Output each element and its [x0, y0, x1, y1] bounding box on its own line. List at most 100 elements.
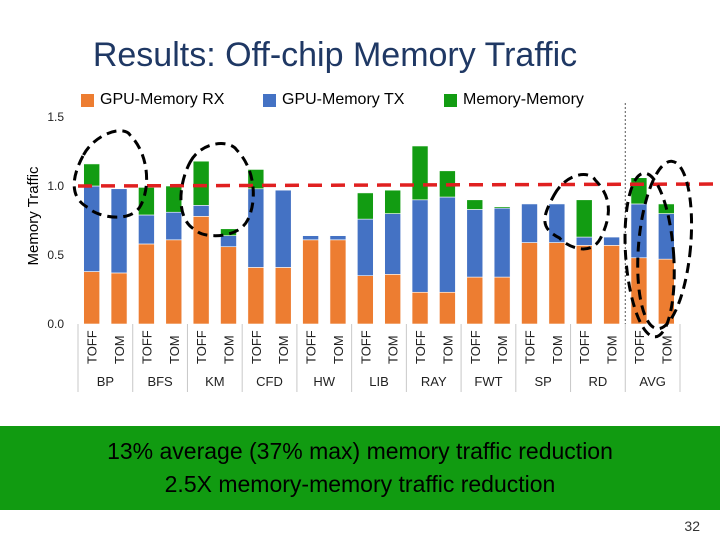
chart-legend: GPU-Memory RX GPU-Memory TX Memory-Memor…	[75, 91, 635, 111]
bar-segment-tx	[575, 236, 593, 246]
y-tick-label: 0.5	[47, 248, 64, 262]
bar-segment-tx	[329, 235, 347, 241]
bar-segment-mm	[411, 145, 429, 201]
bar-segment-tx	[493, 207, 511, 278]
bar-segment-rx	[220, 246, 237, 325]
group-label: FWT	[474, 374, 502, 389]
y-tick-label: 1.0	[47, 179, 64, 193]
x-sub-label: TOFF	[523, 330, 538, 364]
legend-item-tx: GPU-Memory TX	[263, 91, 404, 109]
y-tick-label: 0.0	[47, 317, 64, 331]
legend-label-tx: GPU-Memory TX	[282, 91, 405, 108]
bar-segment-rx	[357, 275, 374, 325]
group-label: CFD	[256, 374, 283, 389]
slide-title: Results: Off-chip Memory Traffic	[92, 36, 578, 74]
bar-segment-rx	[274, 267, 292, 325]
x-sub-label: TOFF	[304, 330, 319, 364]
bar-segment-rx	[302, 239, 319, 325]
x-sub-label: TOM	[550, 335, 565, 364]
legend-item-mm: Memory-Memory	[444, 91, 584, 109]
bar-segment-tx	[411, 199, 429, 293]
bar-segment-rx	[138, 243, 155, 325]
highlight-circle	[72, 129, 149, 219]
x-sub-label: TOM	[112, 335, 127, 364]
slide-number: 32	[684, 518, 700, 534]
bar-segment-tx	[110, 188, 128, 274]
x-sub-label: TOM	[386, 335, 401, 364]
legend-label-mm: Memory-Memory	[463, 91, 584, 108]
group-label: HW	[313, 374, 335, 389]
bar-segment-mm	[384, 189, 401, 214]
bar-segment-tx	[466, 209, 484, 278]
bar-segment-tx	[247, 188, 265, 268]
bar-segment-rx	[83, 271, 100, 325]
group-label: AVG	[639, 374, 666, 389]
bar-segment-mm	[630, 177, 648, 205]
bar-segment-tx	[384, 213, 401, 275]
bar-segment-mm	[493, 206, 511, 209]
x-sub-label: TOM	[276, 335, 291, 364]
x-sub-label: TOFF	[358, 330, 373, 364]
bar-segment-tx	[548, 203, 566, 243]
bar-segment-mm	[83, 163, 100, 187]
y-tick-label: 1.5	[47, 110, 64, 124]
bar-segment-tx	[192, 205, 210, 217]
bar-segment-tx	[274, 189, 292, 268]
bar-segment-tx	[302, 235, 319, 241]
bar-segment-tx	[83, 185, 100, 272]
bar-segment-tx	[439, 196, 456, 293]
legend-label-rx: GPU-Memory RX	[100, 91, 225, 108]
bar-segment-tx	[603, 236, 620, 246]
highlight-circle	[179, 142, 255, 238]
banner-line-2: 2.5X memory-memory traffic reduction	[164, 471, 556, 497]
bar-segment-rx	[384, 274, 401, 325]
bar-segment-rx	[493, 276, 511, 325]
x-sub-label: TOFF	[194, 330, 209, 364]
bar-segment-rx	[247, 267, 265, 325]
group-label: RAY	[421, 374, 447, 389]
reference-line	[77, 182, 720, 188]
summary-banner: 13% average (37% max) memory traffic red…	[0, 426, 720, 510]
x-sub-label: TOFF	[468, 330, 483, 364]
bar-segment-rx	[329, 239, 347, 325]
banner-line-1: 13% average (37% max) memory traffic red…	[107, 438, 613, 464]
x-sub-label: TOM	[331, 335, 346, 364]
group-label: KM	[205, 374, 225, 389]
legend-swatch-tx	[263, 93, 276, 107]
group-label: SP	[535, 374, 552, 389]
bar-segment-tx	[521, 203, 538, 243]
bar-segment-rx	[603, 245, 620, 325]
x-sub-label: TOFF	[577, 330, 592, 364]
bar-segment-mm	[165, 185, 183, 213]
bar-segment-tx	[357, 218, 374, 276]
x-sub-label: TOM	[495, 335, 510, 364]
x-sub-label: TOM	[222, 335, 237, 364]
x-sub-label: TOFF	[249, 330, 264, 364]
bar-segment-mm	[466, 199, 484, 210]
x-sub-label: TOM	[440, 335, 455, 364]
bar-segment-tx	[138, 214, 155, 245]
y-axis-title: Memory Traffic	[25, 166, 42, 265]
bar-segment-rx	[548, 242, 566, 325]
bar-segment-rx	[110, 272, 128, 325]
group-label: LIB	[369, 374, 389, 389]
x-sub-label: TOFF	[632, 330, 647, 364]
x-sub-label: TOFF	[139, 330, 154, 364]
bar-segment-rx	[165, 239, 183, 325]
bar-segment-rx	[439, 291, 456, 325]
bar-segment-rx	[521, 242, 538, 325]
bar-segment-mm	[575, 199, 593, 238]
legend-item-rx: GPU-Memory RX	[81, 91, 224, 109]
bar-segment-rx	[411, 291, 429, 325]
x-sub-label: TOM	[167, 335, 182, 364]
highlight-circle	[543, 173, 610, 251]
bar-segment-mm	[192, 160, 210, 206]
group-label: BFS	[147, 374, 173, 389]
x-sub-label: TOM	[659, 335, 674, 364]
legend-swatch-mm	[444, 93, 457, 107]
bar-segment-rx	[575, 245, 593, 325]
bar-segment-tx	[165, 211, 183, 241]
group-label: RD	[589, 374, 608, 389]
x-sub-label: TOFF	[85, 330, 100, 364]
highlight-ellipse-avg-2	[636, 159, 694, 331]
